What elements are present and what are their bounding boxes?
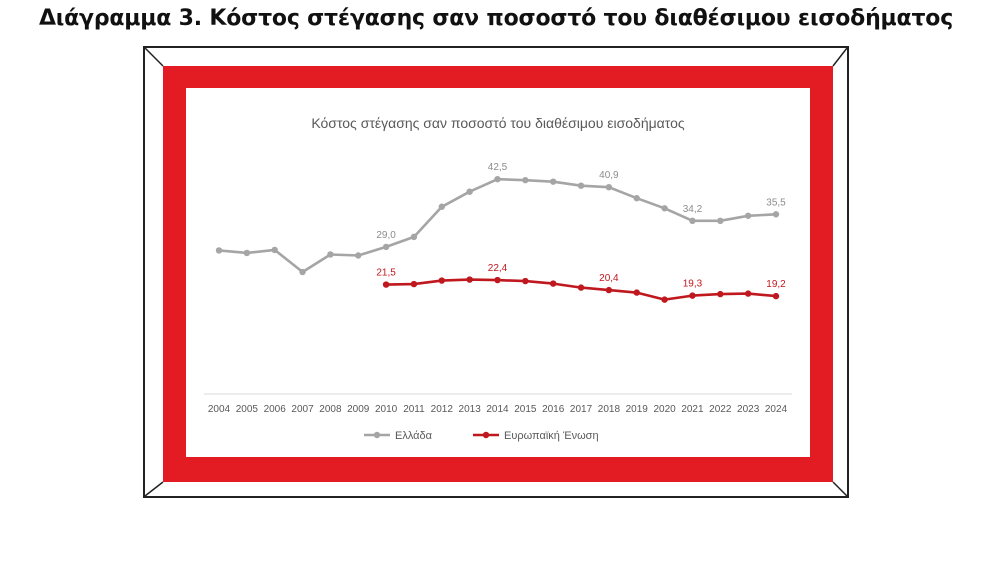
x-tick-label: 2012 <box>431 404 454 415</box>
data-label-greece: 34,2 <box>683 204 703 215</box>
picture-frame: Κόστος στέγασης σαν ποσοστό του διαθέσιμ… <box>143 46 849 498</box>
data-point-eu <box>689 292 696 299</box>
data-point-greece <box>605 183 613 191</box>
x-tick-label: 2005 <box>236 404 259 415</box>
x-tick-label: 2009 <box>347 404 370 415</box>
x-tick-label: 2007 <box>291 404 314 415</box>
data-point-eu <box>772 292 780 300</box>
x-tick-label: 2004 <box>208 404 231 415</box>
data-point-greece <box>243 249 251 257</box>
x-tick-label: 2008 <box>319 404 342 415</box>
data-point-eu <box>717 290 724 298</box>
data-label-eu: 19,2 <box>766 279 786 290</box>
data-point-greece <box>661 205 668 212</box>
data-point-eu <box>577 284 585 291</box>
data-point-greece <box>550 178 557 185</box>
legend-marker-greece <box>373 431 381 439</box>
data-point-eu <box>550 280 557 287</box>
data-point-greece <box>522 176 529 184</box>
x-tick-label: 2017 <box>570 404 593 415</box>
data-point-greece <box>382 243 390 251</box>
data-point-greece <box>744 212 752 219</box>
data-label-greece: 40,9 <box>599 170 619 181</box>
data-point-eu <box>410 280 418 288</box>
data-point-eu <box>605 286 613 294</box>
x-tick-label: 2018 <box>598 404 621 415</box>
data-label-greece: 29,0 <box>376 230 396 241</box>
x-tick-label: 2019 <box>626 404 649 415</box>
data-point-eu <box>522 277 529 285</box>
x-tick-label: 2013 <box>459 404 482 415</box>
data-point-eu <box>633 289 640 296</box>
data-point-greece <box>410 233 418 241</box>
x-tick-label: 2022 <box>709 404 732 415</box>
data-point-eu <box>466 276 473 283</box>
data-label-greece: 42,5 <box>488 162 508 173</box>
data-point-greece <box>717 217 724 225</box>
page-heading: Διάγραμμα 3. Κόστος στέγασης σαν ποσοστό… <box>38 6 954 31</box>
data-point-greece <box>299 268 306 276</box>
x-tick-label: 2021 <box>681 404 704 415</box>
data-point-greece <box>215 247 223 254</box>
data-label-greece: 35,5 <box>766 197 786 208</box>
x-tick-label: 2011 <box>403 404 425 415</box>
chart-title: Κόστος στέγασης σαν ποσοστό του διαθέσιμ… <box>311 115 685 131</box>
data-point-greece <box>355 252 362 259</box>
legend-label-greece: Ελλάδα <box>395 430 433 442</box>
data-point-eu <box>438 277 445 284</box>
data-point-greece <box>772 211 780 218</box>
data-point-greece <box>494 175 501 183</box>
data-point-eu <box>382 281 390 288</box>
data-point-greece <box>327 251 334 258</box>
data-point-eu <box>661 296 668 303</box>
x-tick-label: 2015 <box>514 404 537 415</box>
x-tick-label: 2020 <box>653 404 676 415</box>
red-mat: Κόστος στέγασης σαν ποσοστό του διαθέσιμ… <box>163 66 833 482</box>
data-point-greece <box>689 217 696 225</box>
frame-bevel <box>145 48 847 496</box>
data-point-greece <box>633 195 640 202</box>
chart-panel: Κόστος στέγασης σαν ποσοστό του διαθέσιμ… <box>186 88 810 457</box>
legend-label-eu: Ευρωπαϊκή Ένωση <box>504 430 599 442</box>
data-point-eu <box>494 276 501 284</box>
x-tick-label: 2006 <box>264 404 287 415</box>
line-chart: Κόστος στέγασης σαν ποσοστό του διαθέσιμ… <box>204 115 792 442</box>
x-tick-label: 2024 <box>765 404 788 415</box>
data-label-eu: 19,3 <box>683 279 703 290</box>
data-point-greece <box>466 188 473 195</box>
data-label-eu: 21,5 <box>376 268 396 279</box>
data-label-eu: 20,4 <box>599 273 619 284</box>
data-point-greece <box>438 203 445 210</box>
x-tick-label: 2023 <box>737 404 760 415</box>
x-tick-label: 2010 <box>375 404 398 415</box>
data-point-eu <box>744 290 752 297</box>
data-point-greece <box>271 246 278 254</box>
series-line-greece <box>218 177 777 274</box>
data-point-greece <box>577 182 585 189</box>
x-tick-label: 2016 <box>542 404 565 415</box>
data-label-eu: 22,4 <box>488 263 508 274</box>
legend-marker-eu <box>482 431 490 439</box>
x-tick-label: 2014 <box>486 404 509 415</box>
